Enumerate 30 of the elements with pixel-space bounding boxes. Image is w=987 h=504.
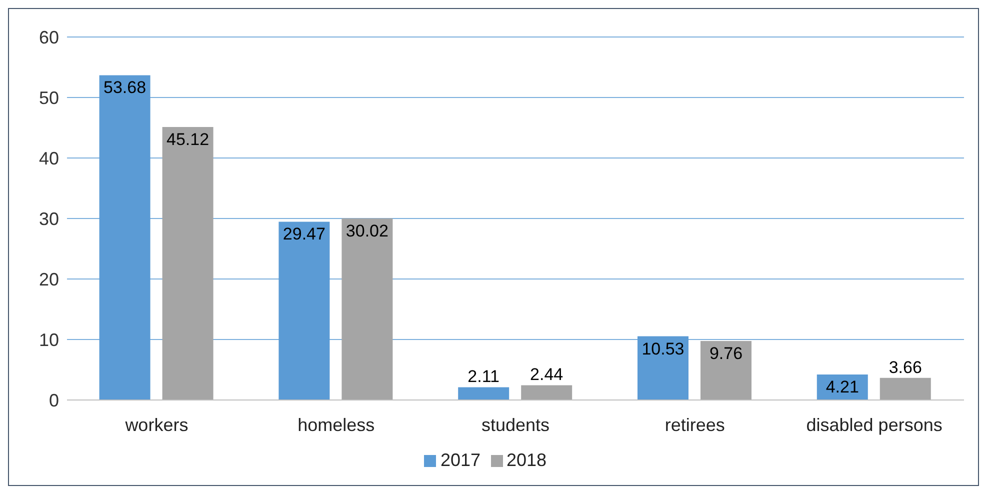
- data-label: 9.76: [709, 344, 743, 363]
- y-tick-label: 40: [38, 148, 59, 168]
- y-tick-label: 30: [38, 208, 59, 229]
- data-label: 10.53: [642, 339, 684, 358]
- y-tick-label: 60: [38, 27, 59, 48]
- x-tick-label: disabled persons: [806, 414, 942, 435]
- data-label: 30.02: [346, 221, 388, 240]
- y-tick-label: 50: [38, 88, 59, 108]
- data-label: 2.44: [530, 365, 564, 384]
- bar: [521, 385, 572, 400]
- bar: [162, 127, 214, 400]
- bar: [880, 378, 931, 400]
- bar: [700, 340, 752, 400]
- data-label: 29.47: [282, 224, 326, 244]
- y-tick-label: 0: [48, 390, 59, 410]
- x-tick-label: retirees: [664, 414, 725, 435]
- data-label: 3.66: [888, 358, 922, 377]
- bar: [458, 387, 510, 400]
- bar: [342, 218, 393, 400]
- x-tick-label: workers: [124, 414, 188, 435]
- legend-label: 2017: [440, 450, 480, 470]
- y-tick-label: 20: [38, 269, 59, 290]
- data-label: 4.21: [826, 378, 859, 397]
- data-label: 45.12: [166, 130, 210, 150]
- data-label: 53.68: [104, 78, 146, 98]
- legend-label: 2018: [506, 450, 547, 470]
- data-label: 2.11: [468, 367, 500, 386]
- y-tick-label: 10: [38, 330, 59, 350]
- x-tick-label: homeless: [298, 414, 375, 435]
- x-tick-label: students: [481, 414, 550, 435]
